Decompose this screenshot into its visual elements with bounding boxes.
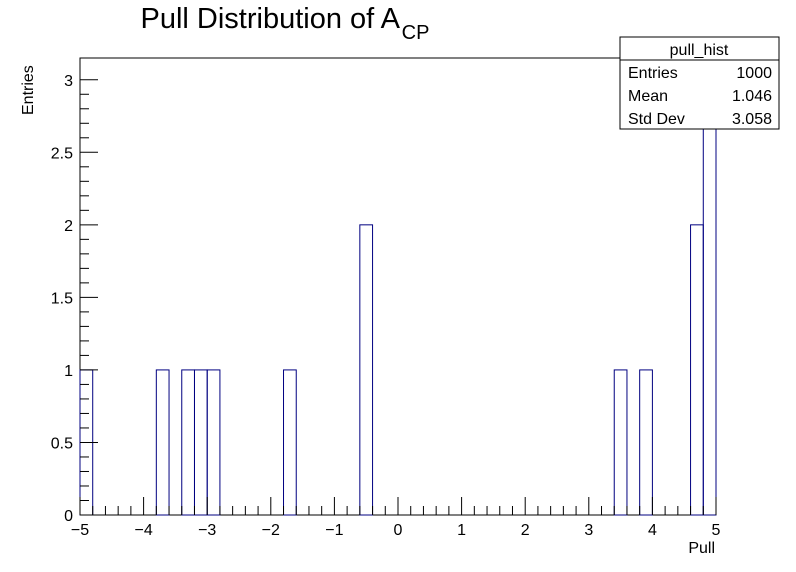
x-tick-label: 1 — [457, 522, 466, 539]
x-tick-label: −4 — [134, 522, 152, 539]
stats-box-frame — [619, 36, 780, 130]
y-axis-title: Entries — [20, 65, 37, 115]
x-tick-label: 4 — [648, 522, 657, 539]
histogram-bar — [181, 369, 195, 516]
histogram-bars — [79, 79, 717, 516]
x-tick-label: −3 — [198, 522, 216, 539]
y-tick-label: 1 — [64, 363, 73, 380]
histogram-bar — [639, 369, 653, 516]
x-tick-label: −2 — [262, 522, 280, 539]
x-axis: −5 −4 −3 −2 −1 0 1 2 3 4 5 — [71, 497, 721, 539]
x-tick-label: −1 — [325, 522, 343, 539]
y-tick-label: 1.5 — [51, 290, 73, 307]
y-tick-label: 2.5 — [51, 145, 73, 162]
x-tick-label: 2 — [521, 522, 530, 539]
histogram-bar — [613, 369, 628, 516]
stats-mean-label: Mean — [628, 88, 668, 105]
stats-box-title: pull_hist — [670, 42, 729, 59]
x-tick-label: 5 — [712, 522, 721, 539]
x-tick-label: 0 — [394, 522, 403, 539]
x-tick-label: 3 — [584, 522, 593, 539]
stats-entries-label: Entries — [628, 65, 678, 82]
histogram-bar — [193, 369, 208, 516]
stats-entries-value: 1000 — [736, 65, 772, 82]
y-tick-label: 0 — [64, 508, 73, 525]
x-axis-title: Pull — [688, 540, 715, 557]
chart-title-subscript: CP — [402, 22, 430, 44]
histogram-bar — [155, 369, 170, 516]
histogram-bar — [283, 369, 297, 516]
histogram-bar — [690, 224, 704, 516]
histogram-bar — [702, 79, 717, 516]
x-tick-label: −5 — [71, 522, 89, 539]
stats-stddev-value: 3.058 — [732, 111, 772, 128]
histogram-bar — [359, 224, 374, 516]
y-axis: 0 0.5 1 1.5 2 2.5 3 — [51, 73, 98, 525]
y-tick-label: 3 — [64, 73, 73, 90]
chart-title: Pull Distribution of A CP — [140, 3, 429, 44]
chart-title-main: Pull Distribution of A — [140, 3, 400, 35]
y-tick-label: 0.5 — [51, 435, 73, 452]
y-tick-label: 2 — [64, 218, 73, 235]
stats-stddev-label: Std Dev — [628, 111, 685, 128]
stats-box: pull_hist Entries 1000 Mean 1.046 Std De… — [619, 36, 780, 130]
histogram-bar — [206, 369, 221, 516]
stats-mean-value: 1.046 — [732, 88, 772, 105]
